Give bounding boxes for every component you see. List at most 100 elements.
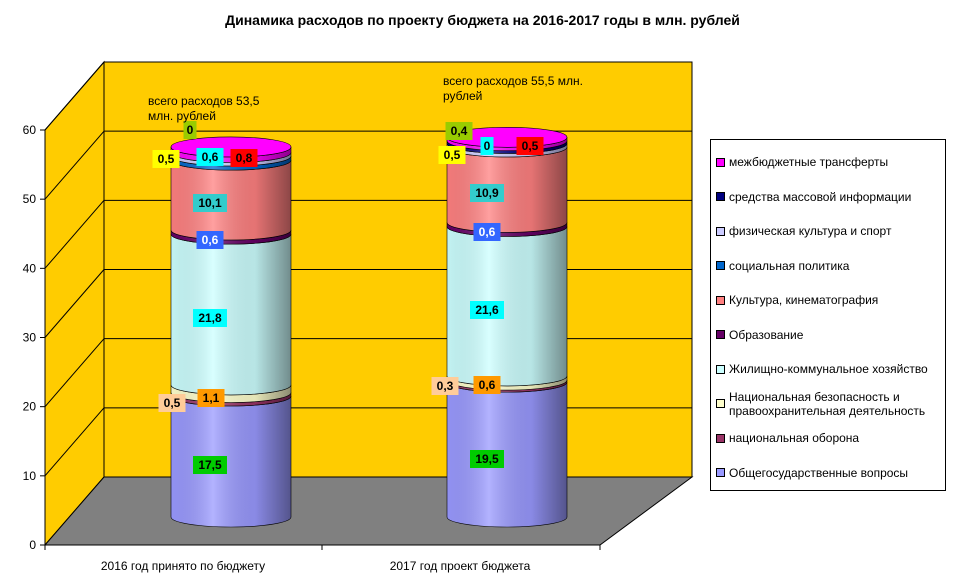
legend-label: Общегосударственные вопросы [729, 465, 909, 480]
data-label-text: 10,1 [198, 196, 222, 210]
data-label-box [438, 146, 466, 164]
data-label-box [473, 376, 501, 394]
legend-item: Общегосударственные вопросы [716, 456, 941, 491]
data-label-text: 0,5 [444, 148, 461, 162]
gridline [44, 269, 105, 338]
data-label-text: 0,8 [236, 151, 253, 165]
data-label: 0,5 [152, 150, 180, 168]
data-label-text: 21,8 [198, 311, 222, 325]
chart-title: Динамика расходов по проекту бюджета на … [225, 12, 740, 28]
gridline [44, 61, 105, 131]
data-label: 17,5 [193, 456, 227, 474]
data-label-text: 0,5 [522, 139, 539, 153]
legend-swatch [716, 468, 725, 478]
legend-swatch [716, 330, 725, 340]
data-label-text: 0,3 [437, 379, 454, 393]
legend-item: Жилищно-коммунальное хозяйство [716, 352, 941, 387]
bar-segment-shade [447, 382, 567, 527]
data-label-text: 0 [484, 139, 491, 153]
legend-label: Образование [729, 327, 804, 342]
data-label-box [152, 150, 180, 168]
legend-label: Жилищно-коммунальное хозяйство [729, 362, 928, 377]
bar-segment-shade [447, 226, 567, 386]
legend-item: Культура, кинематография [716, 283, 941, 318]
data-label-text: 10,9 [475, 186, 499, 200]
data-label-box [183, 121, 197, 139]
data-label-box [470, 184, 504, 202]
legend-label: средства массовой информации [729, 189, 912, 204]
legend-label: физическая культура и спорт [729, 224, 892, 239]
data-label: 21,8 [193, 309, 227, 327]
gridline [44, 407, 105, 477]
data-label-box [196, 231, 224, 249]
data-label-box [230, 149, 258, 167]
data-label: 0,6 [473, 223, 501, 241]
data-label: 10,1 [193, 194, 227, 212]
legend-swatch [716, 261, 725, 271]
legend-item: физическая культура и спорт [716, 214, 941, 249]
x-tick-label: 2017 год проект бюджета [390, 559, 531, 573]
bar-segment-shade [171, 155, 291, 171]
y-tick-label: 60 [23, 123, 37, 137]
bar-segment-shade [171, 395, 291, 527]
data-label: 10,9 [470, 184, 504, 202]
legend-swatch [716, 192, 725, 202]
y-tick-label: 10 [23, 469, 37, 483]
legend-label: Культура, кинематография [729, 293, 879, 308]
legend-label: межбюджетные трансферты [729, 155, 889, 170]
legend-swatch [716, 226, 725, 236]
y-tick-label: 40 [23, 261, 37, 275]
y-tick-label: 50 [23, 192, 37, 206]
data-label-box [193, 456, 227, 474]
data-label-box [196, 148, 224, 166]
data-label-text: 0,6 [202, 150, 219, 164]
total-annotation: всего расходов 53,5 млн. рублей [148, 94, 260, 123]
data-label-box [193, 309, 227, 327]
data-label-box [193, 194, 227, 212]
data-label: 19,5 [470, 450, 504, 468]
bar-stack [170, 136, 292, 528]
data-label-box [516, 137, 544, 155]
data-label: 0,5 [438, 146, 466, 164]
bar-segment-shade [447, 146, 567, 233]
data-label: 0,6 [473, 376, 501, 394]
data-label-text: 0,6 [479, 225, 496, 239]
data-label: 1,1 [197, 389, 225, 407]
data-label-box [480, 137, 494, 155]
total-annotation: всего расходов 55,5 млн. рублей [443, 74, 583, 103]
legend-swatch [716, 364, 725, 374]
data-label-text: 1,1 [203, 391, 220, 405]
data-label: 0,4 [445, 122, 473, 140]
data-label-text: 0 [187, 123, 194, 137]
data-label-text: 0,5 [158, 152, 175, 166]
legend-swatch [716, 157, 725, 167]
legend-item: национальная оборона [716, 421, 941, 456]
legend-item: средства массовой информации [716, 180, 941, 215]
legend-label: национальная оборона [729, 431, 860, 446]
y-tick-label: 20 [23, 400, 37, 414]
data-label-text: 0,5 [164, 396, 181, 410]
data-label: 0,5 [516, 137, 544, 155]
gridline [44, 130, 105, 200]
legend-swatch [716, 433, 725, 443]
x-tick-label: 2016 год принято по бюджету [101, 559, 265, 573]
data-label: 21,6 [470, 301, 504, 319]
y-tick-label: 0 [29, 538, 36, 552]
data-label-text: 0,4 [451, 124, 468, 138]
data-label-box [473, 223, 501, 241]
data-label-box [197, 389, 225, 407]
legend-swatch [716, 295, 725, 305]
data-label-text: 0,6 [479, 378, 496, 392]
legend-swatch [716, 399, 725, 409]
y-tick-label: 30 [23, 331, 37, 345]
data-label: 0,5 [158, 394, 186, 412]
chart-legend: межбюджетные трансферты средства массовой… [710, 139, 946, 491]
data-label: 0,6 [196, 148, 224, 166]
legend-label: социальная политика [729, 258, 850, 273]
legend-label: Национальная безопасность и правоохранит… [729, 389, 926, 418]
legend-item: Национальная безопасность и правоохранит… [716, 387, 941, 422]
data-label: 0,3 [431, 377, 459, 395]
data-label-text: 17,5 [198, 458, 222, 472]
data-label-text: 19,5 [475, 452, 499, 466]
